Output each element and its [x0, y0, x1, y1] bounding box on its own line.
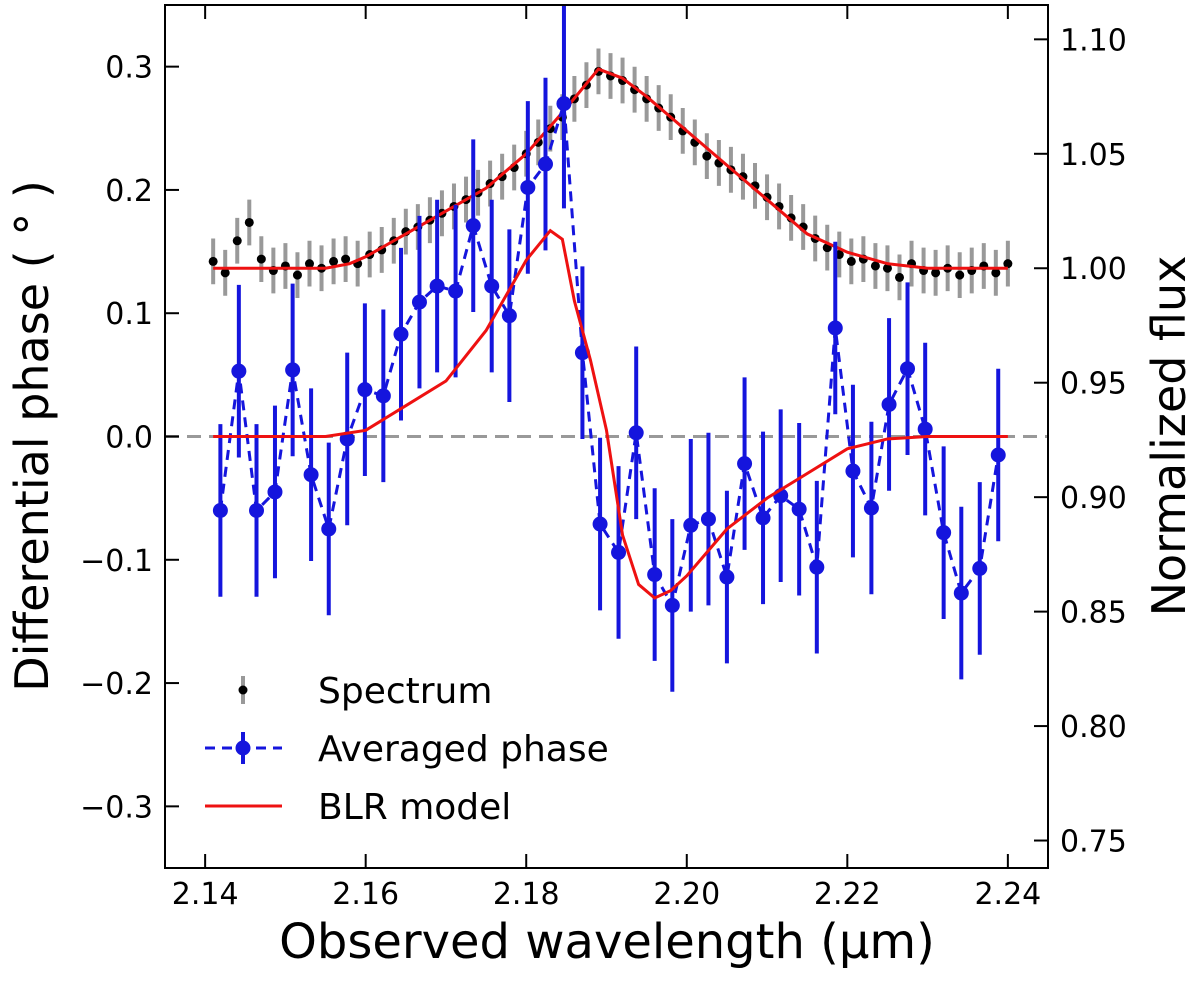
- data-point: [321, 521, 337, 537]
- data-point: [208, 256, 218, 266]
- legend-marker: [238, 685, 248, 695]
- data-point: [556, 96, 572, 112]
- data-point: [393, 326, 409, 342]
- legend-marker: [235, 740, 251, 756]
- data-point: [429, 278, 445, 294]
- data-point: [700, 511, 716, 527]
- data-point: [267, 484, 283, 500]
- data-point: [244, 217, 254, 227]
- data-point: [375, 388, 391, 404]
- data-point: [791, 501, 807, 517]
- x-tick-label: 2.14: [172, 877, 239, 912]
- data-point: [900, 361, 916, 377]
- data-point: [256, 254, 266, 264]
- data-point: [611, 544, 627, 560]
- data-point: [212, 502, 228, 518]
- y2-axis-label: Normalized flux: [1142, 256, 1196, 617]
- data-point: [465, 218, 481, 234]
- data-point: [292, 270, 302, 280]
- data-point: [882, 263, 892, 273]
- y2-tick-label: 0.75: [1060, 825, 1127, 860]
- data-point: [955, 270, 965, 280]
- data-point: [285, 362, 301, 378]
- x-tick-label: 2.24: [974, 877, 1041, 912]
- data-point: [1003, 259, 1013, 269]
- data-point: [664, 597, 680, 613]
- ticks: 2.14 2.16 2.18 2.20 2.22 2.24 −0.3 −0.2 −0.1 0.0 0…: [80, 5, 1127, 912]
- data-point: [628, 425, 644, 441]
- data-point: [863, 500, 879, 516]
- data-point: [683, 517, 699, 533]
- y2-tick-label: 0.95: [1060, 367, 1127, 402]
- legend-label: Spectrum: [318, 671, 492, 712]
- data-point: [737, 456, 753, 472]
- y-tick-label: 0.1: [105, 297, 153, 332]
- data-point: [702, 151, 712, 161]
- data-point: [592, 516, 608, 532]
- data-point: [501, 308, 517, 324]
- data-point: [448, 283, 464, 299]
- x-tick-label: 2.22: [814, 877, 881, 912]
- data-point: [537, 156, 553, 172]
- y-tick-label: −0.2: [80, 667, 153, 702]
- y-tick-label: 0.3: [105, 51, 153, 86]
- x-tick-label: 2.16: [332, 877, 399, 912]
- plot-area: [165, 5, 1048, 692]
- data-point: [231, 363, 247, 379]
- legend-label: Averaged phase: [318, 729, 609, 770]
- y-tick-label: −0.3: [80, 790, 153, 825]
- data-point: [755, 510, 771, 526]
- y2-tick-label: 1.05: [1060, 138, 1127, 173]
- y-tick-label: 0.0: [105, 421, 153, 456]
- data-point: [220, 268, 230, 278]
- y2-tick-label: 1.10: [1060, 23, 1127, 58]
- data-point: [845, 463, 861, 479]
- legend-label: BLR model: [318, 787, 511, 828]
- data-point: [809, 559, 825, 575]
- data-point: [827, 320, 843, 336]
- y-tick-label: −0.1: [80, 544, 153, 579]
- x-axis-label: Observed wavelength (μm): [279, 914, 935, 970]
- model-line: [213, 228, 1008, 600]
- y2-tick-label: 0.90: [1060, 481, 1127, 516]
- data-point: [881, 396, 897, 412]
- data-point: [232, 236, 242, 246]
- data-point: [870, 261, 880, 271]
- data-point: [917, 421, 933, 437]
- data-point: [972, 560, 988, 576]
- dashed-line: [218, 103, 1000, 610]
- data-point: [931, 268, 941, 278]
- y-axis-label: Differential phase ( ° ): [5, 180, 59, 692]
- data-point: [520, 179, 536, 195]
- y2-tick-label: 1.00: [1060, 252, 1127, 287]
- data-point: [953, 585, 969, 601]
- data-point: [990, 447, 1006, 463]
- data-point: [304, 259, 314, 269]
- y-tick-label: 0.2: [105, 174, 153, 209]
- data-point: [357, 382, 373, 398]
- data-point: [341, 254, 351, 264]
- data-point: [936, 525, 952, 541]
- y2-tick-label: 0.80: [1060, 710, 1127, 745]
- x-tick-label: 2.20: [653, 877, 720, 912]
- x-tick-label: 2.18: [493, 877, 560, 912]
- data-point: [991, 268, 1001, 278]
- data-point: [329, 256, 339, 266]
- data-point: [846, 256, 856, 266]
- data-point: [894, 272, 904, 282]
- data-point: [249, 502, 265, 518]
- data-point: [411, 294, 427, 310]
- legend: Spectrum Averaged phase BLR model: [205, 671, 609, 828]
- y2-tick-label: 0.85: [1060, 596, 1127, 631]
- data-point: [647, 567, 663, 583]
- data-point: [484, 278, 500, 294]
- data-point: [719, 569, 735, 585]
- model-line: [213, 67, 1008, 270]
- data-point: [303, 467, 319, 483]
